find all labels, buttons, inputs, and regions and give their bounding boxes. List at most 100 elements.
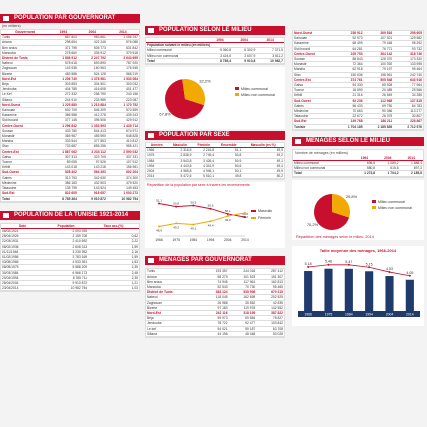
middle-column: POPULATION SELON LE MILIEU 1994 2004 2014 P… [145, 26, 285, 339]
menages-right-row: Tozeur 16 590 20 485 25 566 [293, 87, 423, 94]
menages-gouv-cell: 387 822 [256, 310, 284, 317]
pop-gouv-col-header: 1994 [48, 30, 78, 36]
pop-gouv-cell: 377 853 [77, 138, 107, 145]
pop-tunisie-cell: 2 410 692 [43, 238, 89, 245]
pop-gouv-cell: 1 378 981 [77, 76, 107, 83]
pop-milieu-legend-label: Milieu communal [241, 87, 268, 91]
pop-gouv-cell: Zaghouan [1, 65, 49, 72]
pop-gouv-cell: Gabès [1, 175, 49, 181]
pop-gouv-cell: Bizerte [1, 71, 49, 77]
menages-right-cell: 128 370 [363, 56, 394, 63]
pop-sexe-value-label: 51,1 [156, 199, 162, 203]
menages-gouv-cell: 97 183 [200, 305, 229, 312]
menages-right-cell: 643 916 [393, 77, 423, 84]
pop-gouv-cell: 303 032 [106, 81, 139, 88]
pop-gouv-cell: 335 912 [77, 50, 107, 57]
pop-gouv-cell: Béja [1, 81, 49, 88]
pop-milieu-col-header: 2014 [256, 38, 284, 44]
menages-gouv-cell: 103 842 [256, 320, 284, 327]
taille-x-tick: 1994 [365, 312, 373, 316]
pop-tunisie-col-header: Date [1, 223, 44, 229]
pop-milieu-slice [165, 79, 205, 120]
pop-tunisie-cell: 10 982 754 [43, 285, 89, 292]
pop-sexe-row: 2004 4 965,8 4 945,1 50,1 49,9 [146, 168, 284, 175]
pop-gouv-cell: Ben arous [1, 45, 49, 51]
taille-trend-point [307, 265, 310, 268]
pop-tunisie-cell: 03/05/1966 [1, 259, 44, 266]
pop-gouv-cell: 10 982 754 [106, 195, 139, 202]
pop-gouv-cell: Gafsa [1, 154, 49, 161]
pop-tunisie-cell: 8 785 711 [43, 275, 89, 281]
pop-milieu-cell: 3 607,9 [232, 53, 257, 59]
pop-gouv-cell: 333 544 [48, 138, 78, 145]
pop-sexe-legend-label: Masculin [258, 209, 272, 213]
pop-gouv-cell: 395 506 [77, 117, 107, 124]
pop-tunisie-cell: 23/04/2014 [1, 285, 44, 292]
menages-right-cell: 93 732 [393, 46, 423, 52]
pop-tunisie-cell: 6 966 173 [43, 270, 89, 276]
menages-right-cell: 90 086 [363, 108, 394, 115]
menages-right-cell: 374 761 [333, 77, 364, 84]
menages-gouv-cell: Bizerte [146, 305, 201, 312]
pop-gouv-cell: 337 331 [106, 154, 139, 161]
menages-milieu-row: Total 1 273,8 1 704,2 2 185,8 [293, 170, 423, 177]
menages-right-cell: 21 316 [333, 92, 364, 99]
menages-right-cell: 242 740 [393, 72, 423, 78]
pop-gouv-cell: 304 501 [77, 81, 107, 88]
pop-gouv-cell: Mahdia [1, 138, 49, 145]
pop-sexe-point [158, 225, 160, 228]
menages-right-cell: Tunisie [293, 123, 334, 130]
menages-right-cell: 225 753 [333, 51, 364, 58]
menages-gouv-cell: 118 045 [200, 294, 229, 301]
pop-gouv-row: Mahdia 333 544 377 853 410 812 [1, 138, 139, 145]
pop-gouv-row: Kairouan 532 709 546 209 570 559 [1, 107, 139, 114]
pop-sexe-point [175, 222, 178, 225]
pop-sexe-cell: 49,8 [215, 173, 243, 180]
pop-gouv-cell: 546 209 [77, 107, 107, 114]
menages-gouv-row: Nabeul 118 045 162 695 202 525 [146, 294, 284, 301]
pop-gouv-row: Ariana 298 654 422 246 576 088 [1, 39, 139, 46]
menages-milieu-legend-swatch [372, 199, 376, 203]
pop-tunisie-cell: 28/04/2004 [1, 280, 44, 287]
pop-gouv-col-header: 2014 [106, 30, 139, 36]
menages-gouv-cell: 78 722 [200, 320, 229, 327]
menages-milieu-header: MENAGES SELON LE MILIEU [292, 136, 424, 146]
pop-tunisie-cell: 1,83 [88, 259, 139, 266]
menages-right-cell: 16 590 [333, 87, 364, 94]
menages-milieu-cell: 696,8 [352, 160, 377, 167]
menages-right-cell: 318 746 [393, 51, 423, 58]
pop-gouv-row: Nabeul 578 618 693 890 787 920 [1, 60, 139, 67]
menages-gouv-cell: 78 827 [256, 315, 284, 322]
pop-gouv-cell: 1 533 084 [106, 76, 139, 83]
pop-gouv-header: POPULATION PAR GOUVERNORAT [0, 14, 140, 23]
pop-milieu-pie: 67,8% 32,2% Milieu communal Milieu non comm… [159, 78, 275, 120]
taille-bar [324, 268, 333, 311]
menages-right-table: Nord-Ouest 236 912 269 816 298 605 Kairouan 9… [293, 31, 423, 130]
menages-gouv-cell: 26 988 [200, 300, 229, 306]
menages-right-row: Tunisie 1 704 185 2 185 839 2 712 976 [293, 123, 423, 130]
menages-gouv-cell: 193 357 [200, 269, 229, 275]
pop-sexe-value-label: 49,1 [190, 227, 196, 231]
menages-right-row: Sud-Ouest 92 236 112 968 137 815 [293, 98, 423, 104]
menages-gouv-cell: 70 730 [228, 284, 257, 291]
taille-bar [405, 279, 414, 311]
menages-right-cell: Kairouan [293, 35, 334, 42]
menages-gouv-cell: 59 187 [228, 326, 257, 332]
menages-gouv-cell: Manouba [146, 284, 201, 291]
pop-gouv-cell: Ariana [1, 39, 49, 46]
menages-milieu-col-header: 2004 [376, 155, 400, 162]
pop-tunisie-row: 28/04/2004 9 910 872 1,21 [1, 280, 139, 287]
pop-milieu-subhead-row: Population suivant le milieu (en millier… [146, 42, 284, 49]
pop-gouv-cell: 2 247 792 [77, 55, 107, 62]
menages-right-cell: 1 704 185 [333, 123, 364, 130]
pop-gouv-row: Sud-Ouest 528 402 564 453 602 204 [1, 169, 139, 176]
menages-right-cell: 236 912 [333, 31, 364, 37]
taille-x-axis-band [298, 310, 420, 317]
menages-milieu-pct-label: 29,8% [346, 194, 358, 199]
pop-gouv-cell: 377 145 [48, 117, 78, 124]
pop-sexe-cell: 2 749,4 [192, 152, 216, 159]
pop-gouv-cell: 303 853 [48, 81, 78, 88]
menages-right-cell: 505 548 [363, 77, 394, 84]
pop-gouv-row: Médenine 386 183 432 503 479 520 [1, 180, 139, 187]
